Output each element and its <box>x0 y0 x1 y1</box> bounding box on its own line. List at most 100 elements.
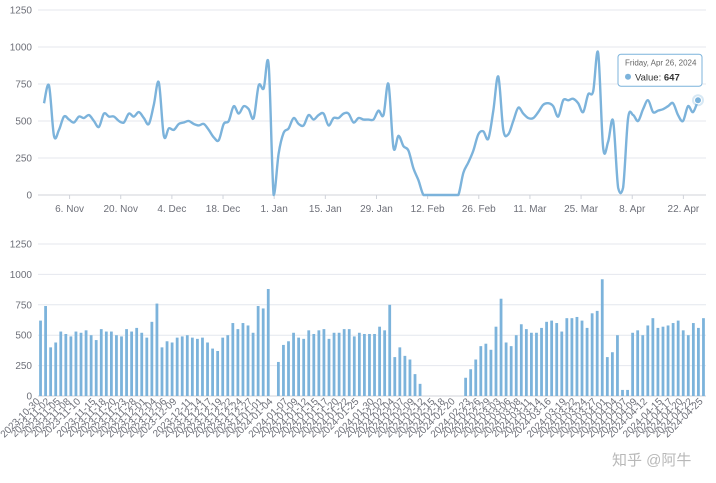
bar[interactable] <box>368 333 371 396</box>
bar[interactable] <box>621 389 624 396</box>
bar[interactable] <box>499 298 503 396</box>
bar[interactable] <box>251 332 255 396</box>
bar[interactable] <box>180 336 184 396</box>
bar[interactable] <box>74 331 78 396</box>
bar[interactable] <box>307 330 311 396</box>
bar[interactable] <box>388 304 392 396</box>
bar[interactable] <box>160 347 164 396</box>
bar[interactable] <box>631 332 635 396</box>
bar[interactable] <box>292 332 295 396</box>
bar[interactable] <box>256 306 260 396</box>
bar[interactable] <box>595 310 599 396</box>
bar[interactable] <box>585 327 589 396</box>
bar[interactable] <box>408 359 412 396</box>
bar[interactable] <box>357 332 361 396</box>
bar[interactable] <box>676 320 680 396</box>
bar[interactable] <box>312 333 316 396</box>
highlight-point[interactable] <box>694 96 702 105</box>
bar[interactable] <box>175 337 179 396</box>
bar[interactable] <box>155 303 159 396</box>
bar[interactable] <box>636 330 640 396</box>
bar[interactable] <box>39 320 42 396</box>
bar[interactable] <box>560 331 564 396</box>
bar[interactable] <box>89 335 93 396</box>
bar[interactable] <box>580 320 584 396</box>
bar[interactable] <box>575 316 579 396</box>
bar[interactable] <box>201 337 204 396</box>
bar[interactable] <box>170 342 174 396</box>
bar[interactable] <box>130 331 134 396</box>
bar[interactable] <box>535 332 538 396</box>
bar[interactable] <box>691 323 695 396</box>
bar[interactable] <box>494 326 498 396</box>
bar[interactable] <box>185 335 189 396</box>
bar[interactable] <box>616 335 619 396</box>
bar[interactable] <box>524 329 528 396</box>
bar[interactable] <box>211 348 214 396</box>
bar[interactable] <box>661 326 665 396</box>
bar[interactable] <box>59 331 63 396</box>
bar[interactable] <box>342 329 346 396</box>
bar[interactable] <box>656 327 660 396</box>
bar[interactable] <box>545 321 548 396</box>
bar[interactable] <box>590 313 594 396</box>
bar[interactable] <box>94 340 98 396</box>
bar[interactable] <box>540 327 543 396</box>
bar[interactable] <box>605 357 609 396</box>
bar[interactable] <box>681 330 685 396</box>
bar[interactable] <box>646 325 650 396</box>
bar[interactable] <box>302 338 306 396</box>
bar[interactable] <box>145 337 149 396</box>
bar[interactable] <box>69 336 73 396</box>
bar[interactable] <box>216 351 220 396</box>
bar[interactable] <box>509 346 513 396</box>
bar[interactable] <box>266 288 270 396</box>
bar[interactable] <box>378 326 381 396</box>
bar[interactable] <box>702 318 705 396</box>
bar[interactable] <box>261 308 265 396</box>
bar[interactable] <box>140 332 144 396</box>
bar[interactable] <box>64 333 68 396</box>
bar[interactable] <box>464 377 468 396</box>
bar[interactable] <box>347 329 351 396</box>
bar[interactable] <box>297 337 301 396</box>
line-series[interactable] <box>42 50 700 197</box>
bar[interactable] <box>150 321 154 396</box>
bar[interactable] <box>317 330 321 396</box>
bar[interactable] <box>530 332 533 396</box>
bar[interactable] <box>120 336 123 396</box>
bar[interactable] <box>469 369 473 396</box>
bar[interactable] <box>226 335 230 396</box>
bar[interactable] <box>565 318 569 396</box>
bar[interactable] <box>44 306 47 396</box>
bar[interactable] <box>363 333 366 396</box>
bar[interactable] <box>519 324 523 396</box>
bar[interactable] <box>49 347 53 396</box>
bar[interactable] <box>418 383 422 396</box>
bar[interactable] <box>393 357 397 396</box>
bar[interactable] <box>403 355 407 396</box>
bar[interactable] <box>697 327 700 396</box>
bar[interactable] <box>282 344 285 396</box>
bar[interactable] <box>484 343 488 396</box>
bar[interactable] <box>626 389 629 396</box>
bar[interactable] <box>109 331 113 396</box>
bar[interactable] <box>555 323 559 396</box>
bar[interactable] <box>641 335 645 396</box>
bar[interactable] <box>352 336 356 396</box>
bar[interactable] <box>190 337 194 396</box>
bar[interactable] <box>651 318 655 396</box>
bar[interactable] <box>686 335 690 396</box>
bar[interactable] <box>221 337 225 396</box>
bar[interactable] <box>231 323 235 396</box>
bar[interactable] <box>135 327 139 396</box>
bar[interactable] <box>104 331 108 396</box>
bar[interactable] <box>398 347 402 396</box>
bar[interactable] <box>550 320 554 396</box>
bar[interactable] <box>332 332 336 396</box>
bar[interactable] <box>610 352 614 396</box>
bar[interactable] <box>79 332 83 396</box>
bar[interactable] <box>671 323 675 396</box>
bar[interactable] <box>666 325 670 396</box>
bar[interactable] <box>246 325 250 396</box>
